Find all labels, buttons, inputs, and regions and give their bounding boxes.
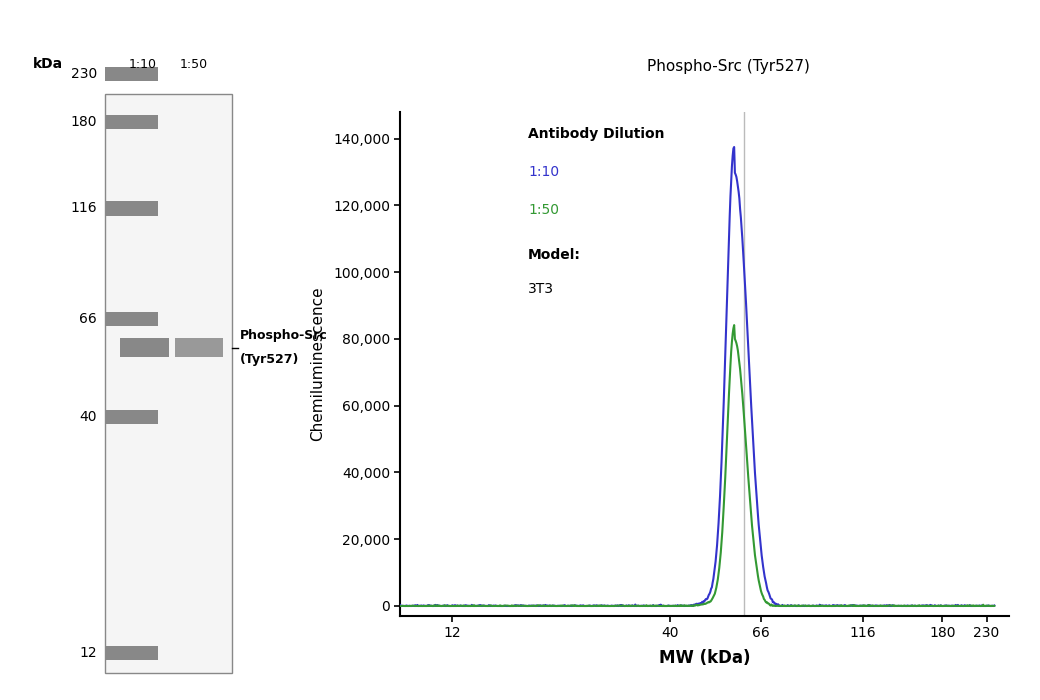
Text: 1:50: 1:50 xyxy=(180,58,208,71)
Text: 230: 230 xyxy=(71,67,97,81)
Bar xyxy=(105,646,158,660)
Text: Model:: Model: xyxy=(528,248,581,262)
Text: Phospho-Src (Tyr527): Phospho-Src (Tyr527) xyxy=(647,59,809,74)
Bar xyxy=(175,338,224,357)
Text: 1:10: 1:10 xyxy=(528,165,560,179)
Text: kDa: kDa xyxy=(33,57,63,71)
Text: (Tyr527): (Tyr527) xyxy=(240,353,300,366)
Text: 12: 12 xyxy=(79,646,97,660)
Text: 116: 116 xyxy=(71,202,97,216)
Text: Phospho-Src: Phospho-Src xyxy=(240,329,328,342)
Bar xyxy=(105,201,158,216)
Bar xyxy=(105,410,158,424)
Text: 1:10: 1:10 xyxy=(129,58,157,71)
Bar xyxy=(105,312,158,326)
Text: 40: 40 xyxy=(79,410,97,424)
Bar xyxy=(105,115,158,130)
Text: 66: 66 xyxy=(79,312,97,326)
Text: 3T3: 3T3 xyxy=(528,282,554,296)
Text: Antibody Dilution: Antibody Dilution xyxy=(528,127,665,141)
Text: 1:50: 1:50 xyxy=(528,203,560,217)
Text: 180: 180 xyxy=(71,115,97,129)
Bar xyxy=(105,66,158,81)
Bar xyxy=(121,337,168,358)
X-axis label: MW (kDa): MW (kDa) xyxy=(659,649,750,666)
Y-axis label: Chemiluminescence: Chemiluminescence xyxy=(310,287,324,441)
Bar xyxy=(105,94,232,673)
